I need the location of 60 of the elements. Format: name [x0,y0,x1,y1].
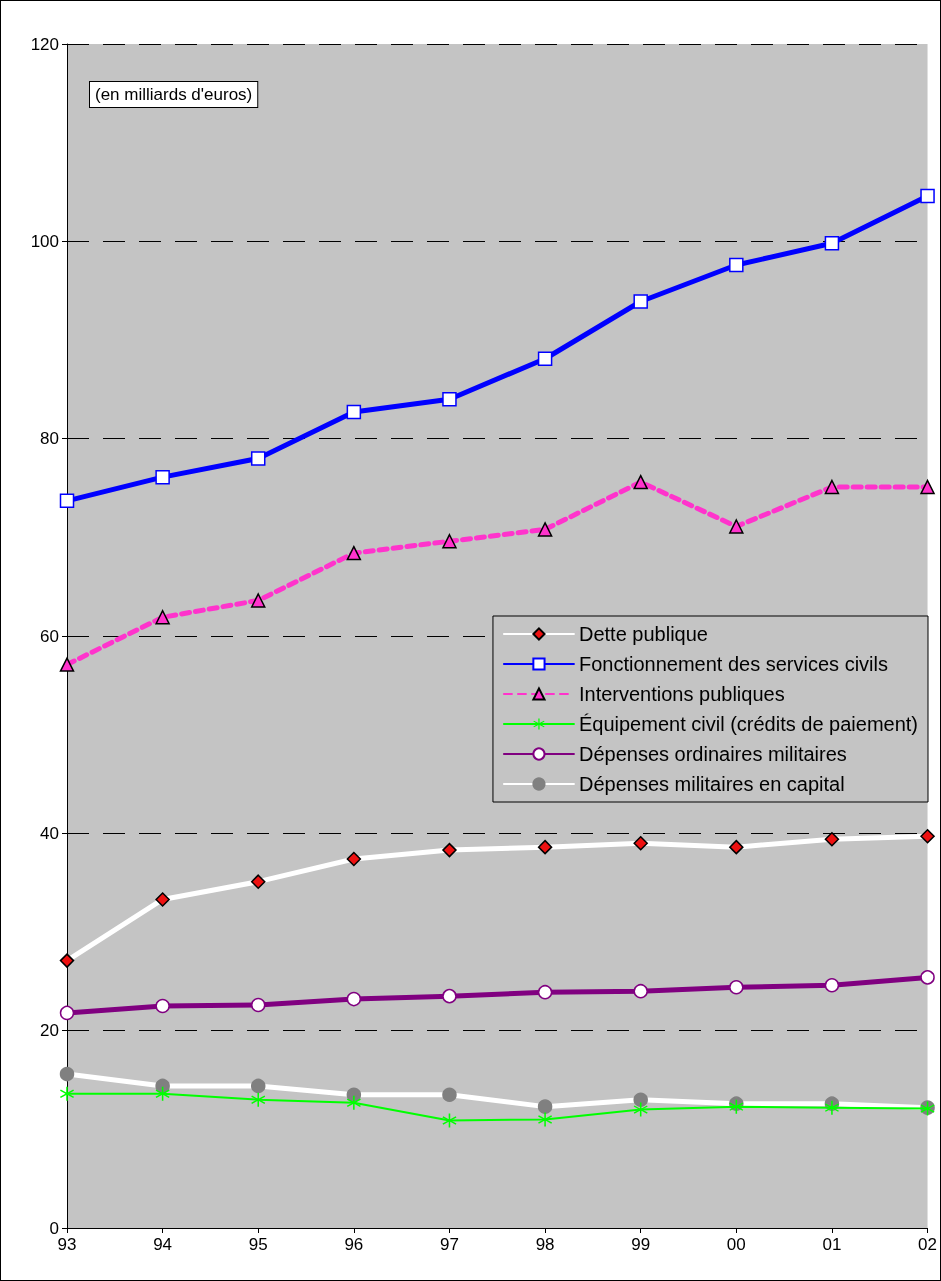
point [729,980,744,995]
point [824,978,840,993]
point [59,493,75,509]
point [824,236,840,251]
legend-label: Dépenses ordinaires militaires [578,743,847,765]
point [920,970,935,985]
point [250,451,266,466]
point [346,404,362,420]
y-tick-label: 120 [30,34,59,54]
x-tick-label: 94 [153,1235,173,1254]
point [60,1086,74,1101]
point [59,657,75,672]
point [155,469,170,485]
point [729,519,744,534]
point [346,991,362,1007]
point [824,479,840,495]
point [537,522,553,537]
legend-label: Interventions publiques [578,683,785,705]
y-tick-label: 20 [40,1021,59,1041]
y-tick-label: 40 [40,823,59,843]
x-tick-label: 01 [822,1235,842,1254]
point [920,479,935,495]
x-tick-label: 97 [440,1235,459,1254]
point [729,257,744,273]
point [346,1095,361,1110]
point [250,593,266,608]
x-tick-label: 98 [535,1235,555,1254]
point [346,545,362,561]
legend-label: Dette publique [578,623,708,645]
point [251,997,266,1013]
point [442,1113,457,1128]
point [824,1100,839,1115]
annotation: (en milliards d'euros) [95,85,253,104]
x-tick-label: 99 [631,1235,651,1254]
point [155,998,170,1014]
point [442,391,457,407]
x-tick-label: 95 [248,1235,268,1254]
point [442,534,457,549]
legend-label: Fonctionnement des services civils [578,653,888,675]
point [442,988,457,1004]
point [537,984,553,1000]
legend-label: Équipement civil (crédits de paiement) [578,713,918,735]
point [633,294,648,309]
y-tick-label: 80 [40,429,59,449]
y-tick-label: 100 [30,231,59,251]
x-tick-label: 93 [57,1235,77,1254]
legend-label: Dépenses militaires en capital [578,773,845,795]
point [538,1112,553,1127]
point [155,610,170,625]
point [537,351,553,366]
point [633,474,648,490]
point [920,188,935,204]
y-tick-label: 0 [49,1218,59,1238]
y-tick-label: 60 [40,626,59,646]
x-tick-label: 02 [918,1235,938,1254]
point [59,1005,75,1021]
x-tick-label: 96 [344,1235,364,1254]
x-tick-label: 00 [726,1235,746,1254]
point [633,983,648,999]
point [251,1092,266,1107]
